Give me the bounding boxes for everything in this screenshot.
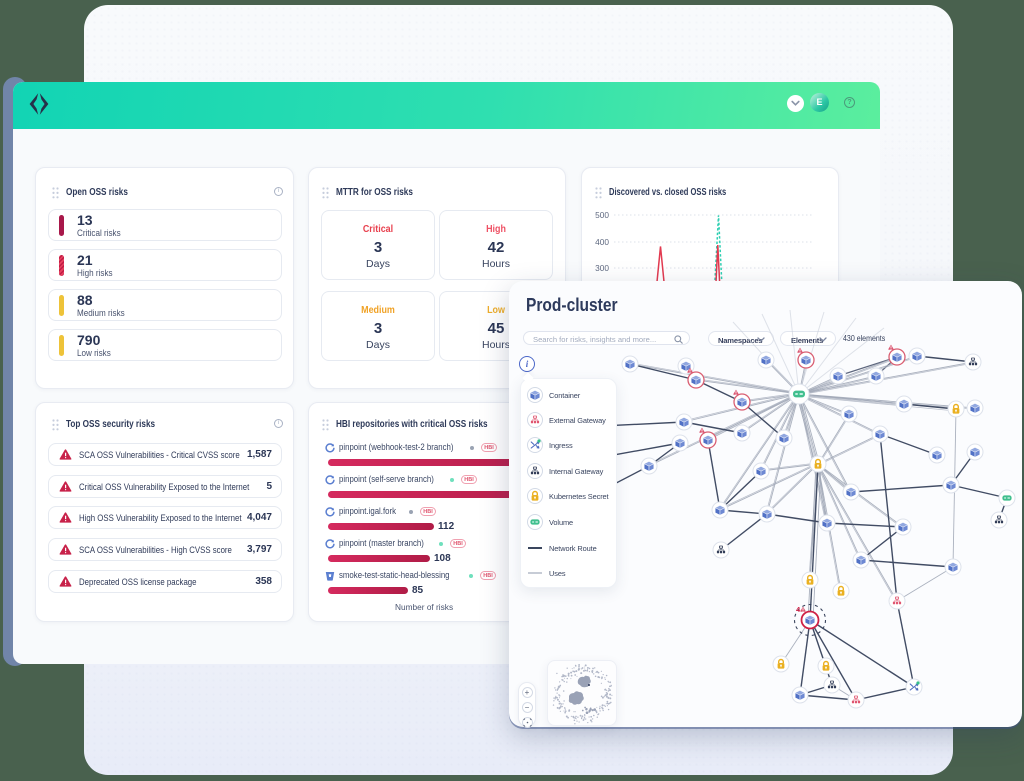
svg-text:Internal Gateway: Internal Gateway bbox=[549, 467, 604, 476]
svg-text:Uses: Uses bbox=[549, 569, 566, 578]
svg-text:Ingress: Ingress bbox=[549, 441, 573, 450]
svg-text:300: 300 bbox=[595, 263, 609, 273]
svg-text:500: 500 bbox=[595, 210, 609, 220]
svg-text:Container: Container bbox=[549, 391, 581, 400]
svg-text:Kubernetes Secret: Kubernetes Secret bbox=[549, 492, 609, 501]
svg-text:Volume: Volume bbox=[549, 518, 573, 527]
svg-text:400: 400 bbox=[595, 237, 609, 247]
svg-text:4: 4 bbox=[796, 605, 801, 614]
svg-text:Network Route: Network Route bbox=[549, 544, 597, 553]
svg-text:External Gateway: External Gateway bbox=[549, 416, 606, 425]
